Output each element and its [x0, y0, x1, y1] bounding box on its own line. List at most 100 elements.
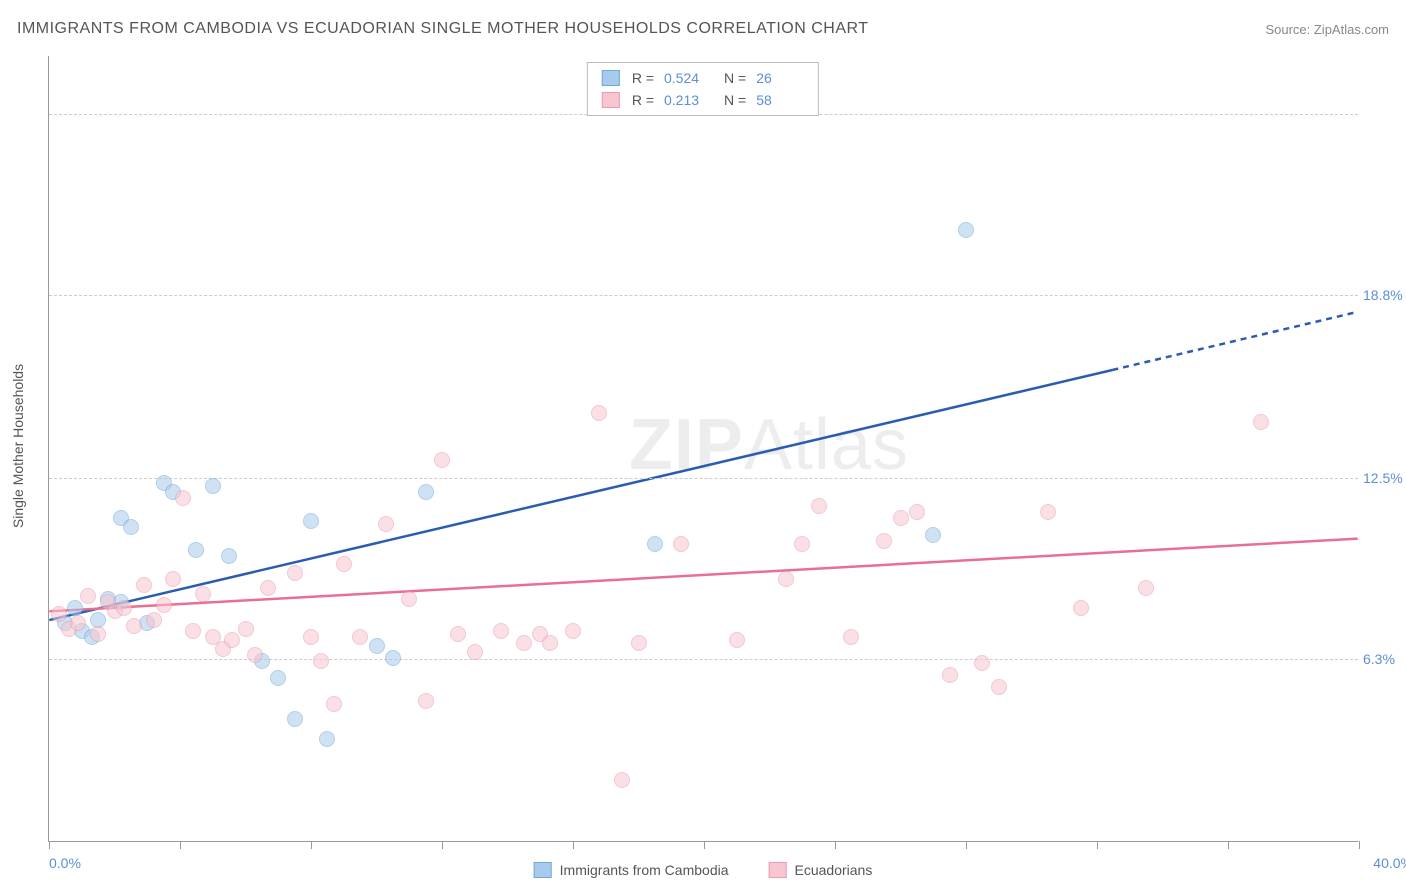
x-tick [966, 841, 967, 849]
x-tick [835, 841, 836, 849]
scatter-point [925, 527, 941, 543]
scatter-point [369, 638, 385, 654]
x-tick-label: 0.0% [49, 855, 81, 871]
scatter-point [647, 536, 663, 552]
scatter-point [126, 618, 142, 634]
legend-swatch [602, 92, 620, 108]
scatter-point [260, 580, 276, 596]
r-label: R = [632, 70, 654, 86]
x-tick [1097, 841, 1098, 849]
scatter-point [136, 577, 152, 593]
scatter-point [942, 667, 958, 683]
scatter-point [516, 635, 532, 651]
scatter-point [90, 626, 106, 642]
x-tick [442, 841, 443, 849]
scatter-point [319, 731, 335, 747]
scatter-point [352, 629, 368, 645]
legend-label: Immigrants from Cambodia [560, 862, 729, 878]
scatter-point [336, 556, 352, 572]
x-tick [49, 841, 50, 849]
scatter-point [1253, 414, 1269, 430]
x-tick [573, 841, 574, 849]
scatter-point [1073, 600, 1089, 616]
scatter-point [326, 696, 342, 712]
scatter-point [247, 647, 263, 663]
scatter-point [811, 498, 827, 514]
x-tick [1228, 841, 1229, 849]
scatter-point [794, 536, 810, 552]
y-tick-label: 12.5% [1363, 470, 1406, 486]
scatter-point [673, 536, 689, 552]
scatter-point [843, 629, 859, 645]
legend-item: Immigrants from Cambodia [534, 862, 729, 878]
scatter-point [156, 597, 172, 613]
trend-line [1112, 312, 1357, 370]
scatter-point [450, 626, 466, 642]
y-tick-label: 6.3% [1363, 651, 1406, 667]
scatter-point [565, 623, 581, 639]
legend-stat-row: R =0.524N =26 [588, 67, 818, 89]
gridline [49, 659, 1358, 660]
scatter-point [70, 615, 86, 631]
r-value: 0.213 [664, 92, 712, 108]
gridline [49, 478, 1358, 479]
x-tick [180, 841, 181, 849]
gridline [49, 295, 1358, 296]
y-tick-label: 18.8% [1363, 287, 1406, 303]
scatter-point [991, 679, 1007, 695]
scatter-point [631, 635, 647, 651]
scatter-point [116, 600, 132, 616]
n-label: N = [724, 92, 746, 108]
scatter-point [221, 548, 237, 564]
scatter-point [195, 586, 211, 602]
n-value: 58 [756, 92, 804, 108]
source-label: Source: ZipAtlas.com [1265, 22, 1389, 37]
series-legend: Immigrants from Cambodia Ecuadorians [534, 862, 873, 878]
scatter-point [313, 653, 329, 669]
r-label: R = [632, 92, 654, 108]
trend-lines-layer [49, 56, 1358, 841]
scatter-point [224, 632, 240, 648]
scatter-point [185, 623, 201, 639]
scatter-point [1040, 504, 1056, 520]
legend-swatch [534, 862, 552, 878]
scatter-point [205, 478, 221, 494]
chart-title: IMMIGRANTS FROM CAMBODIA VS ECUADORIAN S… [17, 20, 869, 38]
x-tick-label: 40.0% [1373, 855, 1406, 871]
scatter-point [493, 623, 509, 639]
scatter-point [238, 621, 254, 637]
legend-swatch [602, 70, 620, 86]
scatter-point [591, 405, 607, 421]
x-tick [704, 841, 705, 849]
scatter-point [876, 533, 892, 549]
scatter-point [123, 519, 139, 535]
scatter-point [51, 606, 67, 622]
scatter-point [909, 504, 925, 520]
scatter-point [729, 632, 745, 648]
scatter-point [958, 222, 974, 238]
scatter-point [467, 644, 483, 660]
scatter-point [614, 772, 630, 788]
correlation-legend: R =0.524N =26R =0.213N =58 [587, 62, 819, 116]
scatter-point [80, 588, 96, 604]
x-tick [311, 841, 312, 849]
scatter-point [270, 670, 286, 686]
chart-plot-area: ZIPAtlas 6.3%12.5%18.8%0.0%40.0% [48, 56, 1358, 842]
legend-label: Ecuadorians [795, 862, 873, 878]
scatter-point [287, 565, 303, 581]
scatter-point [385, 650, 401, 666]
scatter-point [893, 510, 909, 526]
scatter-point [146, 612, 162, 628]
scatter-point [303, 629, 319, 645]
n-value: 26 [756, 70, 804, 86]
scatter-point [434, 452, 450, 468]
scatter-point [542, 635, 558, 651]
x-tick [1359, 841, 1360, 849]
scatter-point [418, 693, 434, 709]
y-axis-label: Single Mother Households [10, 364, 26, 528]
scatter-point [287, 711, 303, 727]
scatter-point [378, 516, 394, 532]
scatter-point [175, 490, 191, 506]
legend-swatch [769, 862, 787, 878]
scatter-point [165, 571, 181, 587]
